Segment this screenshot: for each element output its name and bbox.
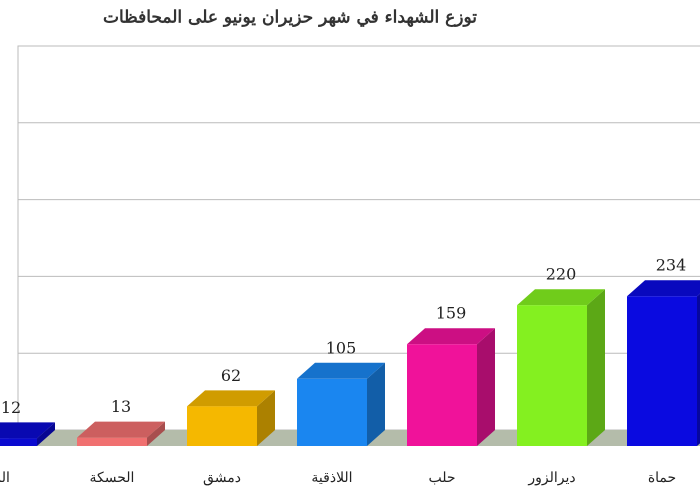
bar-top: [517, 289, 605, 306]
x-tick-label: حماة: [648, 470, 676, 486]
value-label: 159: [436, 304, 467, 323]
x-tick-label: ديرالزور: [527, 470, 575, 486]
bar: [77, 437, 147, 446]
bar-side: [367, 362, 385, 446]
bar: [407, 344, 477, 446]
bar-top: [627, 280, 700, 297]
x-tick-label: الحسكة: [90, 470, 135, 486]
chart-title: توزع الشهداء في شهر حزيران يونيو على الم…: [103, 8, 477, 28]
bar-top: [297, 362, 385, 379]
bar: [627, 296, 697, 446]
bar: [187, 406, 257, 446]
x-tick-label: دمشق: [203, 470, 241, 486]
bar-top: [77, 421, 165, 438]
bar-top: [187, 390, 275, 407]
bar: [517, 305, 587, 446]
bar-side: [257, 390, 275, 446]
bar-side: [697, 293, 700, 446]
x-tick-label: الر: [0, 470, 10, 486]
bar: [0, 438, 37, 446]
x-tick-label: حلب: [428, 470, 455, 486]
value-label: 220: [546, 265, 577, 284]
bar-side: [477, 328, 495, 446]
value-label: 105: [326, 338, 357, 357]
value-label: 13: [111, 397, 131, 416]
bar-side: [147, 421, 165, 446]
bar: [297, 378, 367, 446]
value-label: 12: [1, 398, 21, 417]
value-label: 62: [221, 366, 241, 385]
bar-top: [407, 328, 495, 345]
bar-side: [587, 289, 605, 446]
bar-top: [0, 422, 55, 439]
value-label: 234: [656, 256, 687, 275]
x-tick-label: اللاذقية: [311, 470, 352, 486]
bar-side: [37, 422, 55, 446]
